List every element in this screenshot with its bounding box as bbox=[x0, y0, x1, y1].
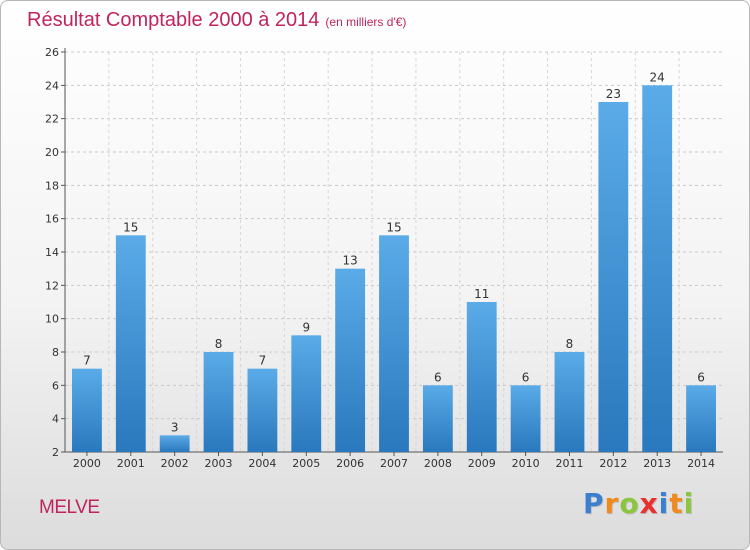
value-label: 6 bbox=[434, 370, 442, 384]
x-tick-label: 2008 bbox=[424, 457, 452, 470]
bar bbox=[159, 435, 190, 452]
bar bbox=[247, 368, 278, 452]
value-label: 7 bbox=[259, 354, 267, 368]
y-tick-label: 16 bbox=[45, 213, 59, 226]
value-label: 24 bbox=[650, 70, 665, 84]
x-tick-label: 2003 bbox=[205, 457, 233, 470]
x-tick-label: 2010 bbox=[512, 457, 540, 470]
y-tick-label: 8 bbox=[52, 346, 59, 359]
x-tick-label: 2004 bbox=[248, 457, 276, 470]
value-label: 8 bbox=[215, 337, 223, 351]
y-tick-label: 26 bbox=[45, 46, 59, 59]
value-label: 8 bbox=[566, 337, 574, 351]
bar bbox=[466, 302, 497, 452]
bar bbox=[510, 385, 541, 452]
value-label: 23 bbox=[606, 87, 621, 101]
x-tick-label: 2009 bbox=[468, 457, 496, 470]
logo-letter: x bbox=[639, 487, 659, 520]
bar bbox=[554, 352, 585, 452]
y-tick-label: 20 bbox=[45, 146, 59, 159]
logo-letter: o bbox=[619, 487, 640, 520]
value-label: 9 bbox=[302, 320, 310, 334]
chart-title: Résultat Comptable 2000 à 2014 (en millie… bbox=[27, 9, 406, 32]
logo-letter: i bbox=[683, 487, 695, 520]
value-label: 6 bbox=[697, 370, 705, 384]
bar bbox=[115, 235, 146, 452]
bar bbox=[379, 235, 409, 452]
logo-letter: i bbox=[658, 487, 670, 520]
x-tick-label: 2014 bbox=[687, 457, 715, 470]
x-tick-label: 2011 bbox=[555, 457, 583, 470]
value-label: 15 bbox=[123, 220, 138, 234]
value-label: 3 bbox=[171, 420, 179, 434]
x-tick-label: 2006 bbox=[336, 457, 364, 470]
value-label: 11 bbox=[474, 287, 489, 301]
y-tick-label: 2 bbox=[52, 446, 59, 459]
place-name: MELVE bbox=[39, 497, 100, 518]
y-tick-label: 12 bbox=[45, 279, 59, 292]
x-tick-label: 2005 bbox=[292, 457, 320, 470]
value-label: 15 bbox=[386, 220, 401, 234]
bar bbox=[598, 102, 629, 452]
subtitle-text: (en milliers d'€) bbox=[325, 15, 407, 29]
logo-letter: r bbox=[604, 487, 620, 520]
y-tick-label: 6 bbox=[52, 379, 59, 392]
bar bbox=[203, 352, 234, 452]
x-tick-label: 2002 bbox=[161, 457, 189, 470]
bar bbox=[335, 268, 366, 452]
x-tick-label: 2007 bbox=[380, 457, 408, 470]
y-tick-label: 4 bbox=[52, 413, 59, 426]
bars bbox=[72, 85, 716, 452]
logo-letter: P bbox=[583, 487, 605, 520]
logo-letter: t bbox=[669, 487, 684, 520]
title-text: Résultat Comptable 2000 à 2014 bbox=[27, 9, 320, 31]
value-label: 7 bbox=[83, 354, 91, 368]
y-tick-label: 14 bbox=[45, 246, 59, 259]
x-tick-label: 2013 bbox=[643, 457, 671, 470]
proxiti-logo: Proxiti bbox=[583, 487, 694, 520]
y-tick-label: 10 bbox=[45, 313, 59, 326]
bar bbox=[72, 368, 102, 452]
bar bbox=[642, 85, 673, 452]
x-tick-label: 2001 bbox=[117, 457, 145, 470]
bar bbox=[686, 385, 716, 452]
value-label: 13 bbox=[342, 254, 357, 268]
x-tick-label: 2000 bbox=[73, 457, 101, 470]
y-tick-label: 24 bbox=[45, 79, 59, 92]
bar bbox=[291, 335, 322, 452]
value-label: 6 bbox=[522, 370, 530, 384]
bar bbox=[422, 385, 453, 452]
value-labels: 7 15 3 8 7 9 13 15 6 11 6 8 23 24 6 bbox=[83, 70, 705, 434]
y-tick-label: 18 bbox=[45, 179, 59, 192]
y-tick-label: 22 bbox=[45, 113, 59, 126]
x-tick-label: 2012 bbox=[599, 457, 627, 470]
